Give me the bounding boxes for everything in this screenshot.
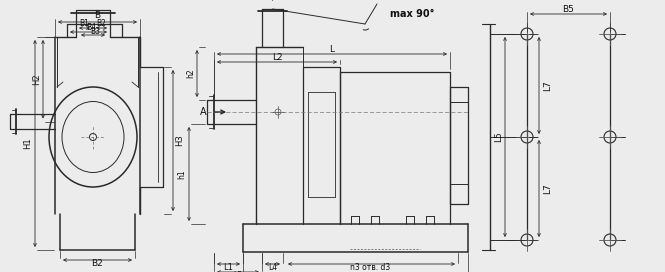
Text: B5: B5	[563, 5, 575, 14]
Text: L4: L4	[268, 264, 277, 272]
Text: A: A	[200, 107, 207, 117]
Text: L2: L2	[272, 52, 283, 61]
Text: H3: H3	[176, 135, 184, 146]
Text: Б: Б	[277, 0, 284, 1]
Text: H1: H1	[23, 138, 33, 149]
Text: L7: L7	[543, 80, 553, 91]
Text: L5: L5	[495, 132, 503, 142]
Text: max 90°: max 90°	[390, 9, 434, 19]
Text: L1: L1	[223, 264, 233, 272]
Text: n3 отв. d3: n3 отв. d3	[350, 264, 390, 272]
Text: H2: H2	[33, 73, 41, 85]
Text: B4: B4	[86, 23, 96, 32]
Text: B2: B2	[92, 259, 103, 268]
Text: B2: B2	[96, 20, 106, 29]
Text: B3: B3	[90, 26, 100, 36]
Text: h2: h2	[186, 69, 196, 78]
Text: h1: h1	[178, 169, 186, 179]
Text: L5: L5	[233, 271, 243, 272]
Text: B: B	[94, 11, 100, 20]
Text: L7: L7	[543, 183, 553, 194]
Text: B1: B1	[80, 20, 89, 29]
Text: L: L	[329, 45, 334, 54]
